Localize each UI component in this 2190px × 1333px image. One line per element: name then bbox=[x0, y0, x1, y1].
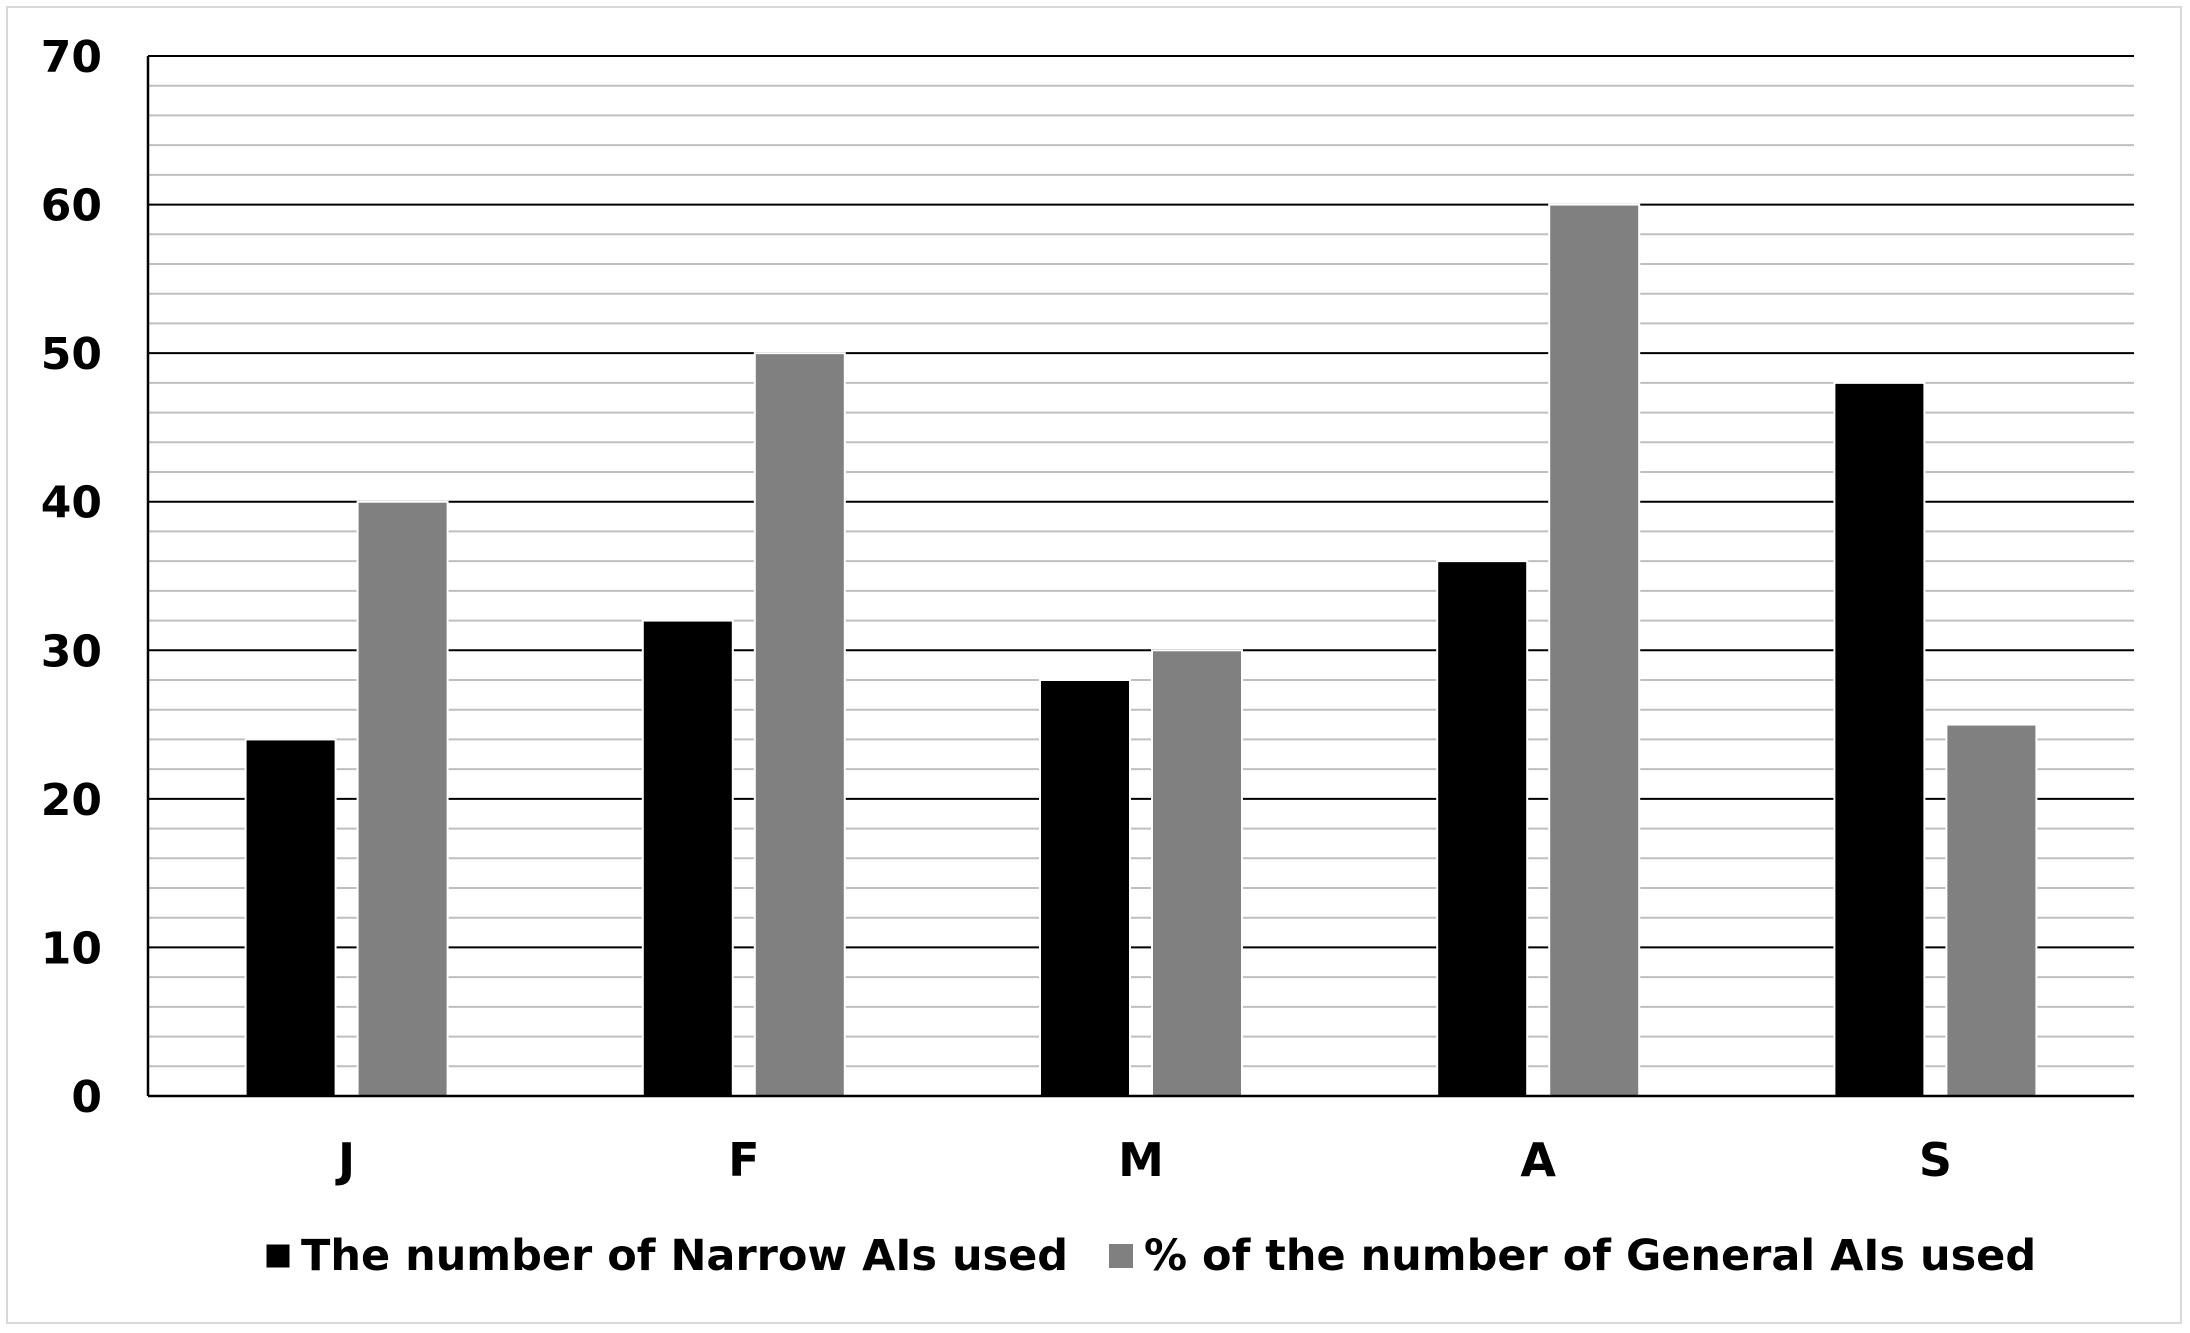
major-gridlines bbox=[148, 55, 2134, 949]
x-category-label: J bbox=[335, 1133, 355, 1187]
bar-general-M bbox=[1151, 649, 1243, 1097]
axes bbox=[146, 56, 2134, 1098]
x-category-label: M bbox=[1118, 1133, 1164, 1187]
y-tick-label: 60 bbox=[41, 181, 102, 232]
legend-swatch-narrow bbox=[265, 1243, 291, 1269]
x-category-label: A bbox=[1520, 1133, 1556, 1187]
y-tick-label: 70 bbox=[41, 32, 102, 83]
y-tick-label: 40 bbox=[41, 478, 102, 529]
bar-narrow-A bbox=[1436, 560, 1529, 1097]
bar-narrow-F bbox=[641, 619, 734, 1097]
bar-narrow-M bbox=[1039, 679, 1131, 1097]
bar-general-J bbox=[356, 500, 449, 1097]
bar-general-S bbox=[1945, 723, 2038, 1097]
y-tick-label: 0 bbox=[71, 1072, 102, 1123]
legend-label-narrow: The number of Narrow AIs used bbox=[301, 1231, 1068, 1281]
x-category-label: F bbox=[728, 1133, 759, 1187]
y-tick-label: 10 bbox=[41, 923, 102, 974]
bars bbox=[244, 203, 2038, 1098]
y-axis-tick-labels: 0 10 20 30 40 50 60 70 bbox=[41, 32, 102, 1123]
legend: The number of Narrow AIs used % of the n… bbox=[265, 1231, 2036, 1281]
x-category-label: S bbox=[1919, 1133, 1952, 1187]
y-tick-label: 20 bbox=[41, 775, 102, 826]
bar-narrow-S bbox=[1833, 381, 1926, 1098]
bar-general-A bbox=[1548, 203, 1641, 1098]
y-tick-label: 30 bbox=[41, 626, 102, 677]
bar-narrow-J bbox=[244, 738, 337, 1098]
minor-gridlines bbox=[148, 84, 2134, 1068]
y-tick-label: 50 bbox=[41, 329, 102, 380]
bar-general-F bbox=[753, 352, 846, 1097]
legend-swatch-general bbox=[1109, 1244, 1133, 1268]
legend-label-general: % of the number of General AIs used bbox=[1144, 1231, 2036, 1281]
